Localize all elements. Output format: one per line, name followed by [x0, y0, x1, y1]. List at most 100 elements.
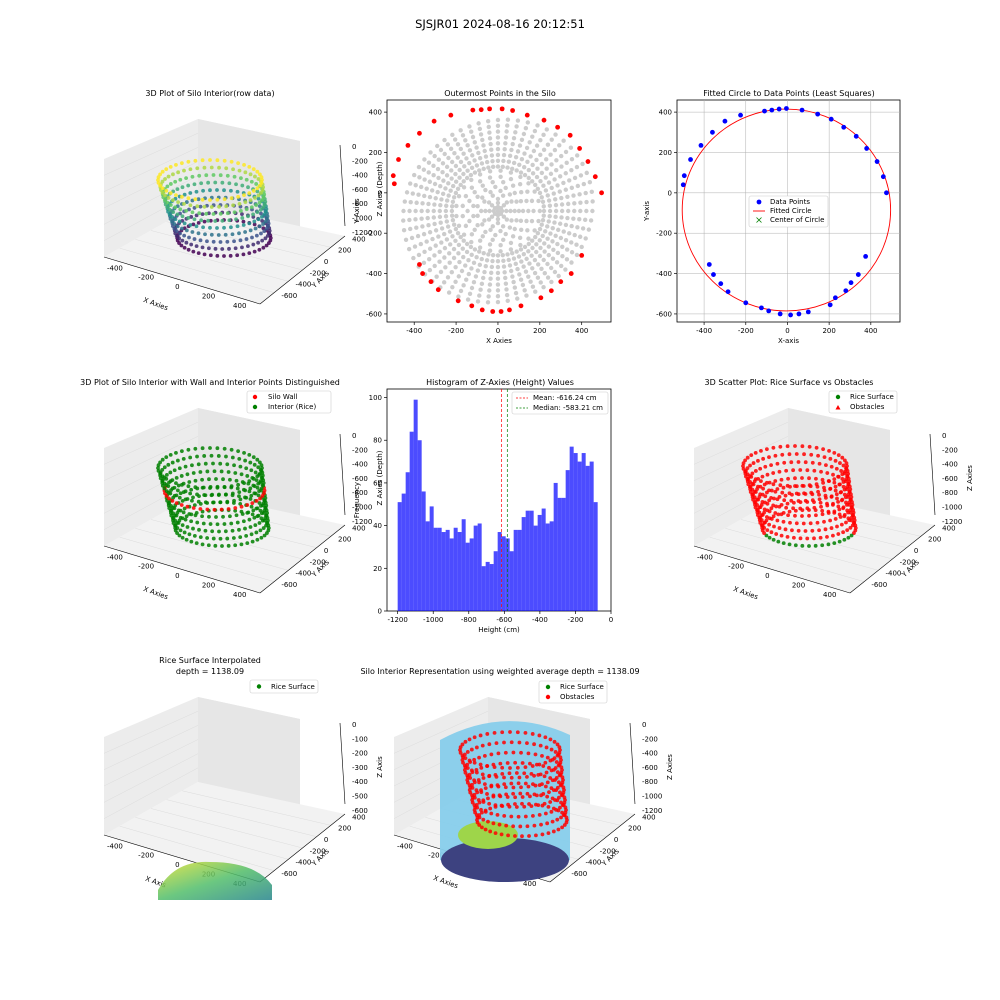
data-point [201, 245, 205, 249]
data-point [557, 745, 561, 749]
data-point [519, 785, 523, 789]
data-point [191, 210, 195, 214]
interior-point [519, 277, 523, 281]
histogram-bar [410, 432, 414, 611]
histogram-bar [546, 523, 550, 611]
z-tick-label: -1000 [942, 504, 962, 512]
data-point [784, 506, 788, 510]
interior-point [538, 191, 542, 195]
interior-point [496, 288, 500, 292]
data-point [828, 487, 832, 491]
interior-point [564, 223, 568, 227]
data-point [761, 487, 765, 491]
data-point [516, 766, 520, 770]
y-tick-label: 0 [324, 547, 328, 555]
interior-point [533, 271, 537, 275]
interior-point [422, 261, 426, 265]
interior-point [508, 263, 512, 267]
data-point [550, 769, 554, 773]
interior-point [540, 171, 544, 175]
data-point [261, 246, 265, 250]
data-point [210, 493, 214, 497]
interior-point [440, 170, 444, 174]
data-point [550, 748, 554, 752]
data-point [506, 795, 510, 799]
interior-point [518, 175, 522, 179]
data-point [254, 182, 258, 186]
data-point [213, 508, 217, 512]
data-point [525, 741, 529, 745]
interior-point [555, 183, 559, 187]
x-axis-label: Height (cm) [478, 626, 520, 634]
data-point [207, 477, 211, 481]
data-point [485, 764, 489, 768]
interior-point [408, 181, 412, 185]
interior-point [528, 279, 532, 283]
data-point [540, 782, 544, 786]
y-tick-label: -400 [296, 570, 312, 578]
interior-point [431, 164, 435, 168]
interior-point [456, 155, 460, 159]
data-point [500, 730, 504, 734]
data-point [259, 232, 263, 236]
data-point [247, 191, 251, 195]
data-point [170, 499, 174, 503]
legend-label: Rice Surface [560, 683, 604, 691]
data-point [558, 774, 562, 778]
data-point [496, 813, 500, 817]
data-point [864, 146, 869, 151]
y-tick-label: 400 [369, 109, 382, 117]
data-point [192, 471, 196, 475]
z-tick-label: 0 [352, 143, 356, 151]
data-point [201, 212, 205, 216]
outer-point [391, 173, 396, 178]
data-point [552, 788, 556, 792]
interior-point [451, 184, 455, 188]
data-point [775, 519, 779, 523]
interior-point [540, 162, 544, 166]
outer-point [500, 106, 505, 111]
interior-point [445, 165, 449, 169]
data-point [774, 454, 778, 458]
data-point [249, 468, 253, 472]
z-tick-label: -300 [352, 764, 368, 772]
data-point [247, 453, 251, 457]
y-tick-label: 200 [928, 536, 941, 544]
data-point [492, 793, 496, 797]
chart-p3-fitted-circle: Fitted Circle to Data Points (Least Squa… [643, 89, 900, 345]
data-point [214, 515, 218, 519]
data-point [850, 534, 854, 538]
data-point [188, 223, 192, 227]
outer-point [470, 108, 475, 113]
interior-point [523, 173, 527, 177]
data-point [763, 494, 767, 498]
data-point [180, 449, 184, 453]
interior-point [547, 253, 551, 257]
interior-point [467, 199, 471, 203]
data-point [174, 451, 178, 455]
data-point [557, 828, 561, 832]
interior-point [538, 153, 542, 157]
histogram-bar [438, 528, 442, 611]
data-point [220, 247, 224, 251]
data-point [239, 498, 243, 502]
x-tick-label: 0 [609, 616, 613, 624]
legend: Data PointsFitted CircleCenter of Circle [749, 196, 828, 227]
interior-point [562, 229, 566, 233]
outer-point [417, 262, 422, 267]
data-point [763, 465, 767, 469]
z-axis-line [930, 434, 935, 515]
interior-point [524, 126, 528, 130]
interior-point [448, 242, 452, 246]
data-point [819, 505, 823, 509]
interior-point [437, 157, 441, 161]
interior-point [414, 183, 418, 187]
data-point [198, 507, 202, 511]
interior-point [572, 201, 576, 205]
chart-title: Rice Surface Interpolated [159, 656, 261, 665]
data-point [780, 478, 784, 482]
interior-point [477, 249, 481, 253]
interior-point [520, 138, 524, 142]
interior-point [414, 226, 418, 230]
y-tick-label: 200 [659, 149, 672, 157]
